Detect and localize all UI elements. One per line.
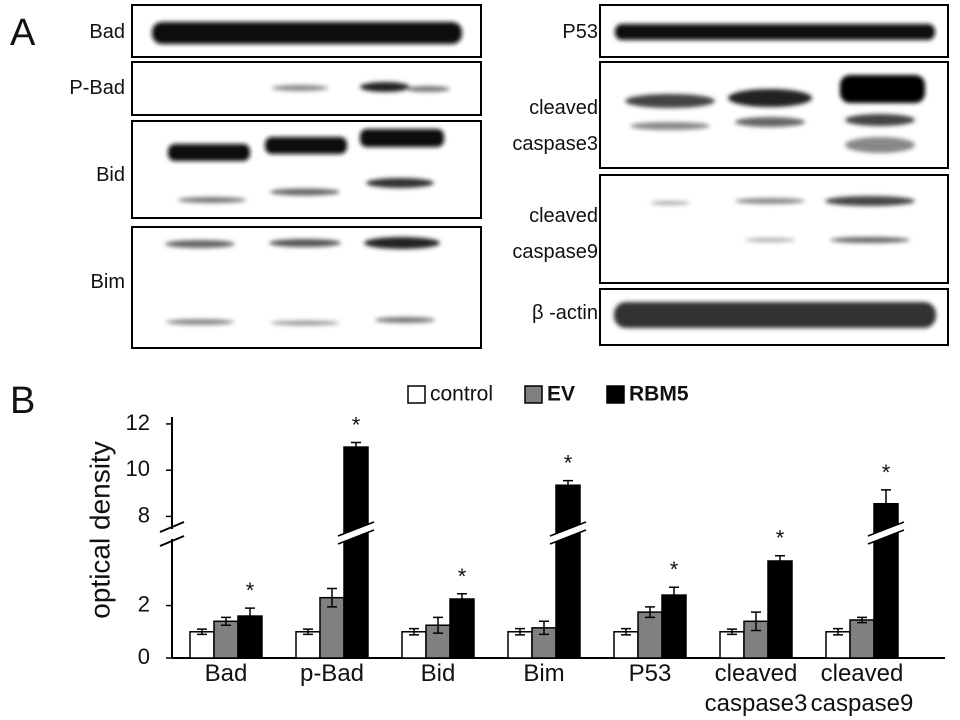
- bar-break-line: [337, 529, 375, 545]
- x-tick-label: cleaved caspase3: [704, 660, 808, 717]
- x-tick-label: Bad: [204, 660, 248, 687]
- x-tick-label: Bid: [420, 660, 456, 687]
- error-bar: [621, 627, 631, 636]
- blot-label: Bid: [96, 164, 125, 186]
- error-bar: [645, 606, 655, 619]
- bar: [507, 631, 533, 659]
- blot-frames: [131, 4, 949, 349]
- bar-break: [870, 523, 902, 543]
- bar-break-line: [867, 529, 905, 545]
- blot-label: Bim: [90, 271, 125, 293]
- error-bar: [245, 607, 255, 625]
- bar-break-line: [549, 529, 587, 545]
- bar: [661, 594, 687, 659]
- y-axis-label: optical density: [84, 441, 115, 618]
- error-bar: [539, 620, 549, 636]
- significance-mark: *: [776, 526, 785, 551]
- blot-label: P-Bad: [69, 77, 125, 99]
- y-tick-label: 10: [126, 456, 150, 481]
- x-tick-label: P53: [628, 660, 672, 687]
- x-tick-label: cleaved caspase9: [810, 660, 914, 717]
- bar: [637, 611, 663, 659]
- error-bar: [433, 616, 443, 634]
- blot-label: β -actin: [532, 302, 598, 324]
- significance-mark: *: [246, 578, 255, 603]
- bar: [295, 631, 321, 659]
- blot-label: Bad: [89, 21, 125, 43]
- bar-break-line: [867, 521, 905, 537]
- legend-label: control: [430, 383, 493, 406]
- legend-label: RBM5: [629, 383, 689, 406]
- x-tick-label: p-Bad: [299, 660, 365, 687]
- error-bar: [563, 479, 573, 491]
- error-bar: [457, 593, 467, 605]
- bar: [849, 619, 875, 659]
- significance-mark: *: [882, 460, 891, 485]
- error-bar: [327, 587, 337, 608]
- bar-break-line: [337, 521, 375, 537]
- bar: [449, 598, 475, 659]
- error-bar: [775, 554, 785, 567]
- panel-label: A: [10, 12, 36, 54]
- legend-swatch: [407, 385, 426, 404]
- blot-label: P53: [562, 21, 598, 43]
- bar-break-line: [549, 521, 587, 537]
- axis-break: [159, 521, 185, 533]
- error-bar: [857, 616, 867, 624]
- bar: [213, 620, 239, 659]
- bar: [767, 560, 793, 659]
- error-bar: [751, 611, 761, 632]
- error-bar: [409, 627, 419, 636]
- axis-break: [159, 535, 185, 547]
- error-bar: [303, 628, 313, 636]
- significance-mark: *: [458, 564, 467, 589]
- significance-mark: *: [670, 557, 679, 582]
- y-tick-label: 12: [126, 410, 150, 435]
- error-bar: [881, 489, 891, 519]
- error-bar: [197, 628, 207, 636]
- x-tick-label: Bim: [523, 660, 565, 687]
- bar: [555, 484, 581, 659]
- legend-swatch: [606, 385, 625, 404]
- error-bar: [351, 441, 361, 453]
- panel-label: B: [10, 380, 36, 422]
- bar-break: [552, 523, 584, 543]
- legend-label: EV: [547, 383, 575, 406]
- error-bar: [727, 628, 737, 636]
- bar: [189, 631, 215, 659]
- bar: [719, 631, 745, 659]
- bar: [825, 631, 851, 659]
- bar-break: [340, 523, 372, 543]
- blot-label: cleaved caspase3: [512, 97, 598, 155]
- error-bar: [833, 627, 843, 636]
- y-tick-label: 8: [138, 502, 150, 527]
- bar: [613, 631, 639, 659]
- y-tick-label: 2: [138, 591, 150, 616]
- y-tick-label: 0: [138, 644, 150, 669]
- legend-swatch: [524, 385, 543, 404]
- bar: [401, 631, 427, 659]
- error-bar: [221, 616, 231, 626]
- error-bar: [669, 586, 679, 604]
- error-bar: [515, 627, 525, 636]
- axis-break-gap: [169, 529, 175, 539]
- significance-mark: *: [564, 451, 573, 476]
- blot-bands: [152, 22, 936, 328]
- bar: [343, 446, 369, 659]
- significance-mark: *: [352, 412, 361, 437]
- blot-label: cleaved caspase9: [512, 205, 598, 263]
